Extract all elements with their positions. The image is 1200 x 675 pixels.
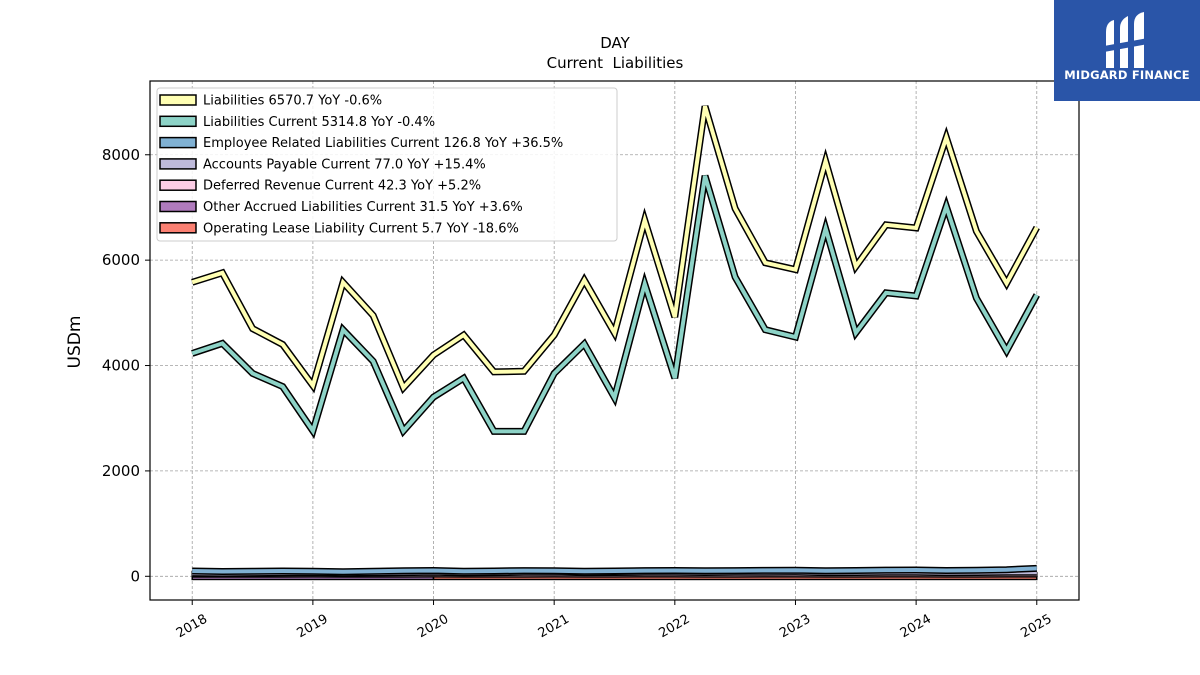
plot-area xyxy=(191,105,1040,581)
legend-entry: Operating Lease Liability Current 5.7 Yo… xyxy=(203,221,519,236)
legend-swatch xyxy=(159,200,197,213)
y-tick-label: 6000 xyxy=(102,251,140,269)
legend-entry: Accounts Payable Current 77.0 YoY +15.4% xyxy=(203,157,486,172)
chart-title: DAY xyxy=(600,34,630,52)
legend-entry: Deferred Revenue Current 42.3 YoY +5.2% xyxy=(203,179,481,194)
brand-logo: MIDGARD FINANCE xyxy=(1054,0,1200,101)
legend-swatch xyxy=(159,158,197,170)
x-tick-label: 2021 xyxy=(536,612,572,642)
x-tick-label: 2020 xyxy=(415,612,451,642)
plot-frame xyxy=(149,80,1080,601)
x-tick-label: 2023 xyxy=(777,612,813,642)
x-tick-label: 2022 xyxy=(656,612,692,642)
legend-box xyxy=(156,87,618,242)
legend: Liabilities 6570.7 YoY -0.6% Liabilities … xyxy=(156,87,618,242)
legend-entry: Employee Related Liabilities Current 126… xyxy=(203,136,563,151)
y-tick-label: 8000 xyxy=(102,146,140,164)
legend-entry: Liabilities 6570.7 YoY -0.6% xyxy=(203,94,382,109)
x-tick-label: 2024 xyxy=(898,612,934,642)
y-tick-label: 0 xyxy=(130,567,140,585)
x-tick-label: 2019 xyxy=(295,612,331,642)
x-axis: 2018 2019 2020 2021 2022 2023 2024 2025 xyxy=(174,600,1055,641)
legend-entry: Liabilities Current 5314.8 YoY -0.4% xyxy=(203,115,435,130)
y-axis: 0 2000 4000 6000 8000 xyxy=(102,146,150,585)
series-line-0 xyxy=(191,105,1039,392)
logo-mark-icon xyxy=(1104,12,1148,68)
legend-swatch xyxy=(159,115,197,128)
legend-swatch xyxy=(159,179,197,191)
y-tick-label: 4000 xyxy=(102,357,140,375)
series-line-1 xyxy=(191,175,1039,436)
x-tick-label: 2025 xyxy=(1018,612,1054,642)
chart-subtitle: Current Liabilities xyxy=(547,54,684,72)
series-line-2 xyxy=(192,566,1037,574)
legend-swatch xyxy=(159,136,197,149)
legend-entry: Other Accrued Liabilities Current 31.5 Y… xyxy=(203,200,523,215)
legend-swatch xyxy=(159,222,197,234)
x-tick-label: 2018 xyxy=(174,612,210,642)
y-tick-label: 2000 xyxy=(102,462,140,480)
logo-text: MIDGARD FINANCE xyxy=(1064,68,1190,82)
y-axis-label: USDm xyxy=(65,316,85,369)
legend-swatch xyxy=(159,94,197,106)
